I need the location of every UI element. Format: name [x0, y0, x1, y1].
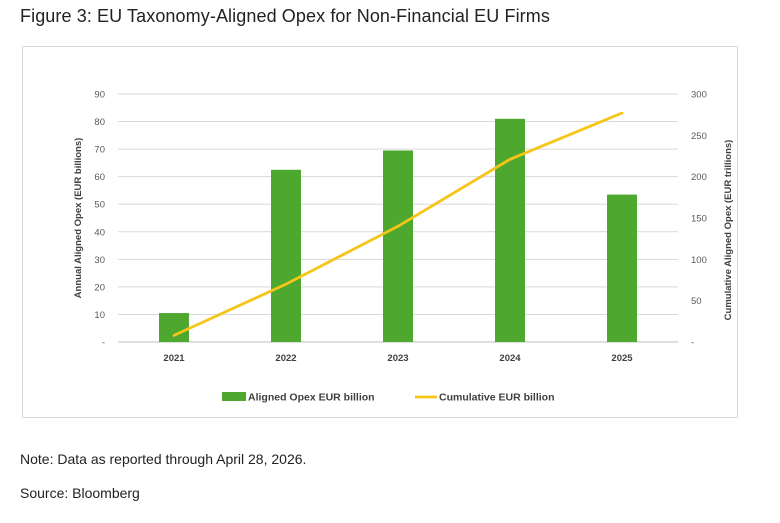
left-tick-label: 10 — [94, 310, 105, 321]
chart-frame: - 10 20 30 40 50 60 70 80 90 - 50 100 150 200 250 300 202… — [22, 46, 738, 418]
right-tick-label: 200 — [691, 172, 707, 183]
right-tick-label: 150 — [691, 214, 707, 225]
y2-axis-title: Cumulative Aligned Opex (EUR trillions) — [723, 140, 734, 321]
figure-source: Source: Bloomberg — [20, 485, 140, 501]
category-label: 2021 — [163, 353, 185, 364]
right-tick-label: 100 — [691, 255, 707, 266]
category-label: 2022 — [275, 353, 296, 364]
left-tick-label: 50 — [94, 200, 105, 211]
left-tick-label: 40 — [94, 227, 105, 238]
left-tick-label: - — [102, 338, 105, 349]
bar-2024 — [495, 118, 525, 342]
right-tick-label: 250 — [691, 131, 707, 142]
left-tick-label: 30 — [94, 255, 105, 266]
legend-swatch-bar — [222, 392, 246, 401]
right-tick-label: 50 — [691, 296, 702, 307]
y-axis-title: Annual Aligned Opex (EUR billions) — [73, 138, 84, 299]
left-tick-label: 60 — [94, 172, 105, 183]
figure-title: Figure 3: EU Taxonomy-Aligned Opex for N… — [20, 6, 550, 26]
left-tick-label: 90 — [94, 90, 105, 101]
category-label: 2025 — [611, 353, 633, 364]
right-tick-label: - — [691, 338, 694, 349]
bar-2022 — [271, 169, 301, 342]
left-tick-label: 20 — [94, 282, 105, 293]
left-tick-label: 70 — [94, 145, 105, 156]
bar-2025 — [607, 194, 637, 342]
combo-chart: - 10 20 30 40 50 60 70 80 90 - 50 100 150 200 250 300 202… — [73, 90, 734, 404]
legend-label-line: Cumulative EUR billion — [439, 392, 555, 404]
right-tick-label: 300 — [691, 90, 707, 101]
bar-2023 — [383, 150, 413, 342]
category-label: 2023 — [387, 353, 408, 364]
figure-note: Note: Data as reported through April 28,… — [20, 451, 307, 467]
category-label: 2024 — [499, 353, 521, 364]
left-tick-label: 80 — [94, 117, 105, 128]
bar-2021 — [159, 313, 189, 342]
legend-label-bar: Aligned Opex EUR billion — [248, 392, 375, 404]
cumulative-line — [172, 111, 624, 337]
